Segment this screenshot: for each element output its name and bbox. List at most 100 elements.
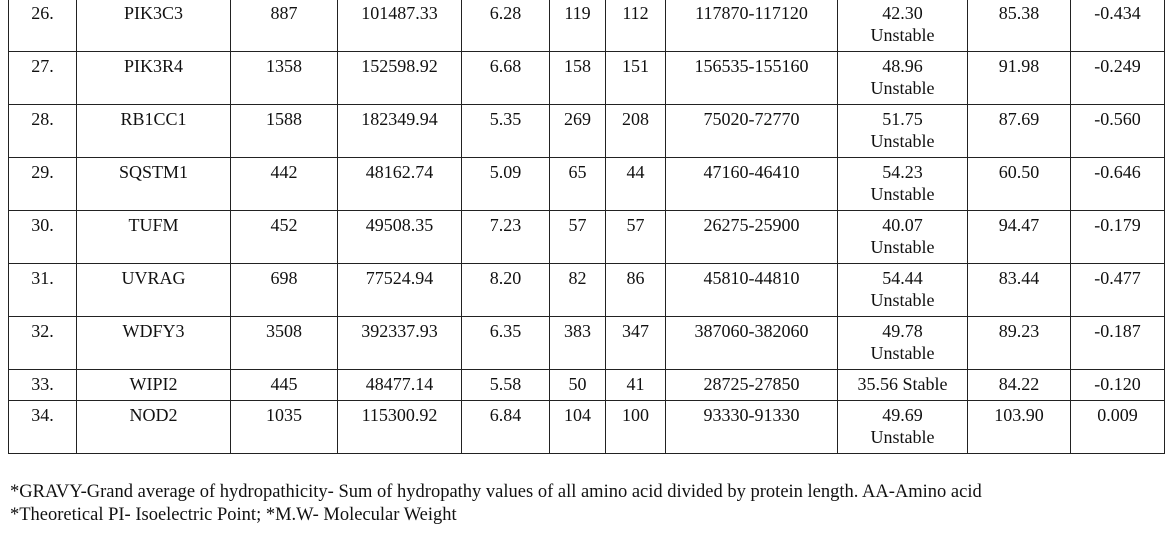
amino-acid-count-cell: 3508 bbox=[230, 316, 338, 370]
molecular-weight: 77524.94 bbox=[365, 268, 434, 288]
amino-acid-count: 452 bbox=[270, 215, 298, 235]
footnote-gravy: *GRAVY-Grand average of hydropathicity- … bbox=[10, 482, 982, 502]
table-row: 32. WDFY3 3508 392337.93 6.35 383 347 387060-38… bbox=[8, 316, 1165, 370]
instability-index: 51.75 bbox=[882, 109, 923, 129]
count-col-1-cell: 50 bbox=[549, 369, 606, 401]
amino-acid-count-cell: 887 bbox=[230, 0, 338, 52]
footnotes: *GRAVY-Grand average of hydropathicity- … bbox=[10, 481, 982, 527]
amino-acid-count-cell: 1358 bbox=[230, 51, 338, 105]
theoretical-pi-cell: 7.23 bbox=[461, 210, 550, 264]
table-row: 31. UVRAG 698 77524.94 8.20 82 86 45810-44810 54… bbox=[8, 263, 1165, 317]
aliphatic-index: 87.69 bbox=[998, 109, 1040, 129]
count-col-2-cell: 100 bbox=[605, 400, 666, 454]
count-col-1: 269 bbox=[564, 109, 591, 129]
count-col-2: 100 bbox=[622, 405, 649, 425]
row-number: 33. bbox=[31, 374, 54, 394]
gravy-value: -0.560 bbox=[1094, 109, 1141, 129]
gravy-value: -0.187 bbox=[1094, 321, 1141, 341]
count-col-1-cell: 269 bbox=[549, 104, 606, 158]
instability-index: 54.44 bbox=[882, 268, 923, 288]
molecular-weight: 182349.94 bbox=[361, 109, 438, 129]
aliphatic-index-cell: 89.23 bbox=[967, 316, 1071, 370]
molecular-weight-cell: 101487.33 bbox=[337, 0, 462, 52]
instability-index-cell: 49.78 Unstable bbox=[837, 316, 968, 370]
theoretical-pi-cell: 6.28 bbox=[461, 0, 550, 52]
count-col-2-cell: 208 bbox=[605, 104, 666, 158]
position-range: 47160-46410 bbox=[703, 162, 800, 182]
gene-name: PIK3R4 bbox=[123, 56, 183, 76]
count-col-2: 57 bbox=[626, 215, 645, 235]
instability-index: 42.30 bbox=[882, 3, 923, 23]
amino-acid-count: 445 bbox=[270, 374, 298, 394]
gravy-value-cell: -0.187 bbox=[1070, 316, 1165, 370]
count-col-1: 383 bbox=[564, 321, 591, 341]
count-col-1-cell: 82 bbox=[549, 263, 606, 317]
row-number-cell: 27. bbox=[8, 51, 77, 105]
aliphatic-index-cell: 103.90 bbox=[967, 400, 1071, 454]
count-col-2: 44 bbox=[626, 162, 645, 182]
count-col-1-cell: 57 bbox=[549, 210, 606, 264]
row-number-cell: 34. bbox=[8, 400, 77, 454]
stability-status: Unstable bbox=[870, 184, 935, 204]
position-range: 26275-25900 bbox=[703, 215, 800, 235]
instability-index: 40.07 bbox=[882, 215, 923, 235]
molecular-weight: 49508.35 bbox=[365, 215, 434, 235]
amino-acid-count: 698 bbox=[270, 268, 298, 288]
gravy-value-cell: -0.179 bbox=[1070, 210, 1165, 264]
row-number: 34. bbox=[31, 405, 54, 425]
theoretical-pi: 7.23 bbox=[489, 215, 522, 235]
instability-index: 48.96 bbox=[882, 56, 923, 76]
molecular-weight: 152598.92 bbox=[361, 56, 438, 76]
instability-index-cell: 54.23 Unstable bbox=[837, 157, 968, 211]
molecular-weight: 48162.74 bbox=[365, 162, 434, 182]
gravy-value-cell: -0.560 bbox=[1070, 104, 1165, 158]
theoretical-pi: 6.84 bbox=[489, 405, 522, 425]
instability-index: 35.56 Stable bbox=[857, 374, 948, 394]
count-col-1: 158 bbox=[564, 56, 591, 76]
row-number-cell: 26. bbox=[8, 0, 77, 52]
footnote-pi-mw: *Theoretical PI- Isoelectric Point; *M.W… bbox=[10, 505, 457, 525]
gravy-value-cell: 0.009 bbox=[1070, 400, 1165, 454]
position-range-cell: 75020-72770 bbox=[665, 104, 838, 158]
table-row: 34. NOD2 1035 115300.92 6.84 104 100 93330-9133… bbox=[8, 400, 1165, 454]
theoretical-pi-cell: 5.09 bbox=[461, 157, 550, 211]
count-col-1-cell: 119 bbox=[549, 0, 606, 52]
protein-properties-table: 26. PIK3C3 887 101487.33 6.28 119 112 117870-11… bbox=[8, 0, 1165, 454]
molecular-weight: 115300.92 bbox=[361, 405, 438, 425]
aliphatic-index: 84.22 bbox=[998, 374, 1040, 394]
gravy-value-cell: -0.249 bbox=[1070, 51, 1165, 105]
position-range: 156535-155160 bbox=[694, 56, 809, 76]
molecular-weight-cell: 392337.93 bbox=[337, 316, 462, 370]
amino-acid-count: 1035 bbox=[266, 405, 302, 425]
table-row: 26. PIK3C3 887 101487.33 6.28 119 112 117870-11… bbox=[8, 0, 1165, 52]
row-number-cell: 29. bbox=[8, 157, 77, 211]
theoretical-pi-cell: 8.20 bbox=[461, 263, 550, 317]
table-row: 33. WIPI2 445 48477.14 5.58 50 41 28725-27850 35… bbox=[8, 369, 1165, 401]
aliphatic-index: 94.47 bbox=[998, 215, 1040, 235]
count-col-1: 65 bbox=[568, 162, 587, 182]
count-col-1: 104 bbox=[564, 405, 591, 425]
row-number: 27. bbox=[31, 56, 54, 76]
theoretical-pi: 8.20 bbox=[489, 268, 522, 288]
amino-acid-count: 887 bbox=[270, 3, 298, 23]
count-col-1: 50 bbox=[568, 374, 587, 394]
gene-name-cell: WIPI2 bbox=[76, 369, 231, 401]
molecular-weight: 48477.14 bbox=[365, 374, 434, 394]
position-range-cell: 93330-91330 bbox=[665, 400, 838, 454]
molecular-weight-cell: 115300.92 bbox=[337, 400, 462, 454]
gravy-value-cell: -0.646 bbox=[1070, 157, 1165, 211]
aliphatic-index-cell: 91.98 bbox=[967, 51, 1071, 105]
count-col-2: 151 bbox=[622, 56, 649, 76]
count-col-2: 86 bbox=[626, 268, 645, 288]
table-body: 26. PIK3C3 887 101487.33 6.28 119 112 117870-11… bbox=[8, 0, 1165, 454]
gene-name-cell: WDFY3 bbox=[76, 316, 231, 370]
position-range: 387060-382060 bbox=[694, 321, 809, 341]
position-range: 93330-91330 bbox=[703, 405, 800, 425]
instability-index-cell: 48.96 Unstable bbox=[837, 51, 968, 105]
count-col-1-cell: 158 bbox=[549, 51, 606, 105]
gene-name-cell: UVRAG bbox=[76, 263, 231, 317]
row-number-cell: 28. bbox=[8, 104, 77, 158]
aliphatic-index: 60.50 bbox=[998, 162, 1040, 182]
amino-acid-count: 442 bbox=[270, 162, 298, 182]
row-number: 26. bbox=[31, 3, 54, 23]
